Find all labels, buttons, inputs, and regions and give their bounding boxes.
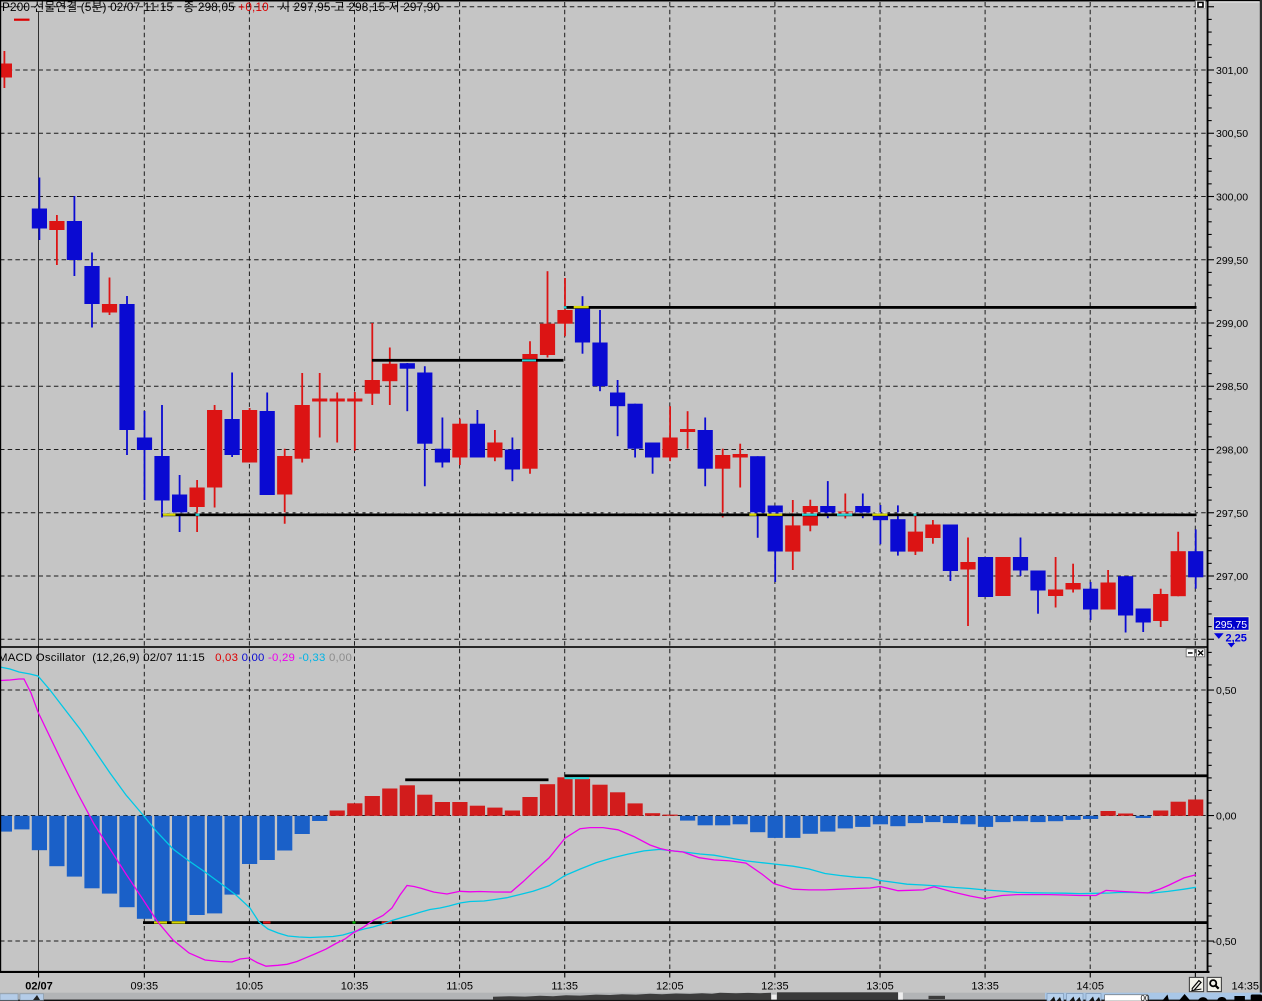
svg-text:0,00: 0,00 (1216, 811, 1237, 823)
svg-text:0,50: 0,50 (1216, 685, 1237, 697)
svg-text:295,75: 295,75 (1215, 619, 1247, 631)
svg-text:14:35: 14:35 (1231, 981, 1259, 993)
svg-text:299,50: 299,50 (1216, 255, 1248, 267)
svg-text:297,00: 297,00 (1216, 571, 1248, 583)
svg-text:12:05: 12:05 (656, 981, 684, 993)
svg-text:298,00: 298,00 (1216, 445, 1248, 457)
svg-text:299,00: 299,00 (1216, 318, 1248, 330)
svg-text:00: 00 (1141, 994, 1150, 1001)
svg-text:09:35: 09:35 (131, 981, 159, 993)
svg-text:12:35: 12:35 (761, 981, 789, 993)
svg-text:11:35: 11:35 (551, 981, 578, 993)
svg-text:13:35: 13:35 (971, 981, 999, 993)
svg-text:MACD Oscillator (12,26,9) 02/: MACD Oscillator (12,26,9) 02/07 11:15 0,… (0, 652, 352, 664)
svg-text:301,00: 301,00 (1216, 65, 1248, 77)
svg-text:2,25: 2,25 (1226, 633, 1247, 645)
svg-text:10:05: 10:05 (236, 981, 264, 993)
svg-text:11:05: 11:05 (446, 981, 473, 993)
svg-text:300,00: 300,00 (1216, 192, 1248, 204)
svg-text:02/07: 02/07 (25, 981, 53, 993)
svg-text:298,50: 298,50 (1216, 381, 1248, 393)
svg-text:10:35: 10:35 (341, 981, 369, 993)
svg-text:14:05: 14:05 (1076, 981, 1104, 993)
svg-text:P200 선물연결 (5분) 02/07 11:15 종: P200 선물연결 (5분) 02/07 11:15 종 298,05 +0,1… (2, 1, 440, 14)
svg-text:-0,50: -0,50 (1213, 936, 1237, 948)
svg-text:300,50: 300,50 (1216, 128, 1248, 140)
svg-text:13:05: 13:05 (866, 981, 894, 993)
svg-text:297,50: 297,50 (1216, 508, 1248, 520)
